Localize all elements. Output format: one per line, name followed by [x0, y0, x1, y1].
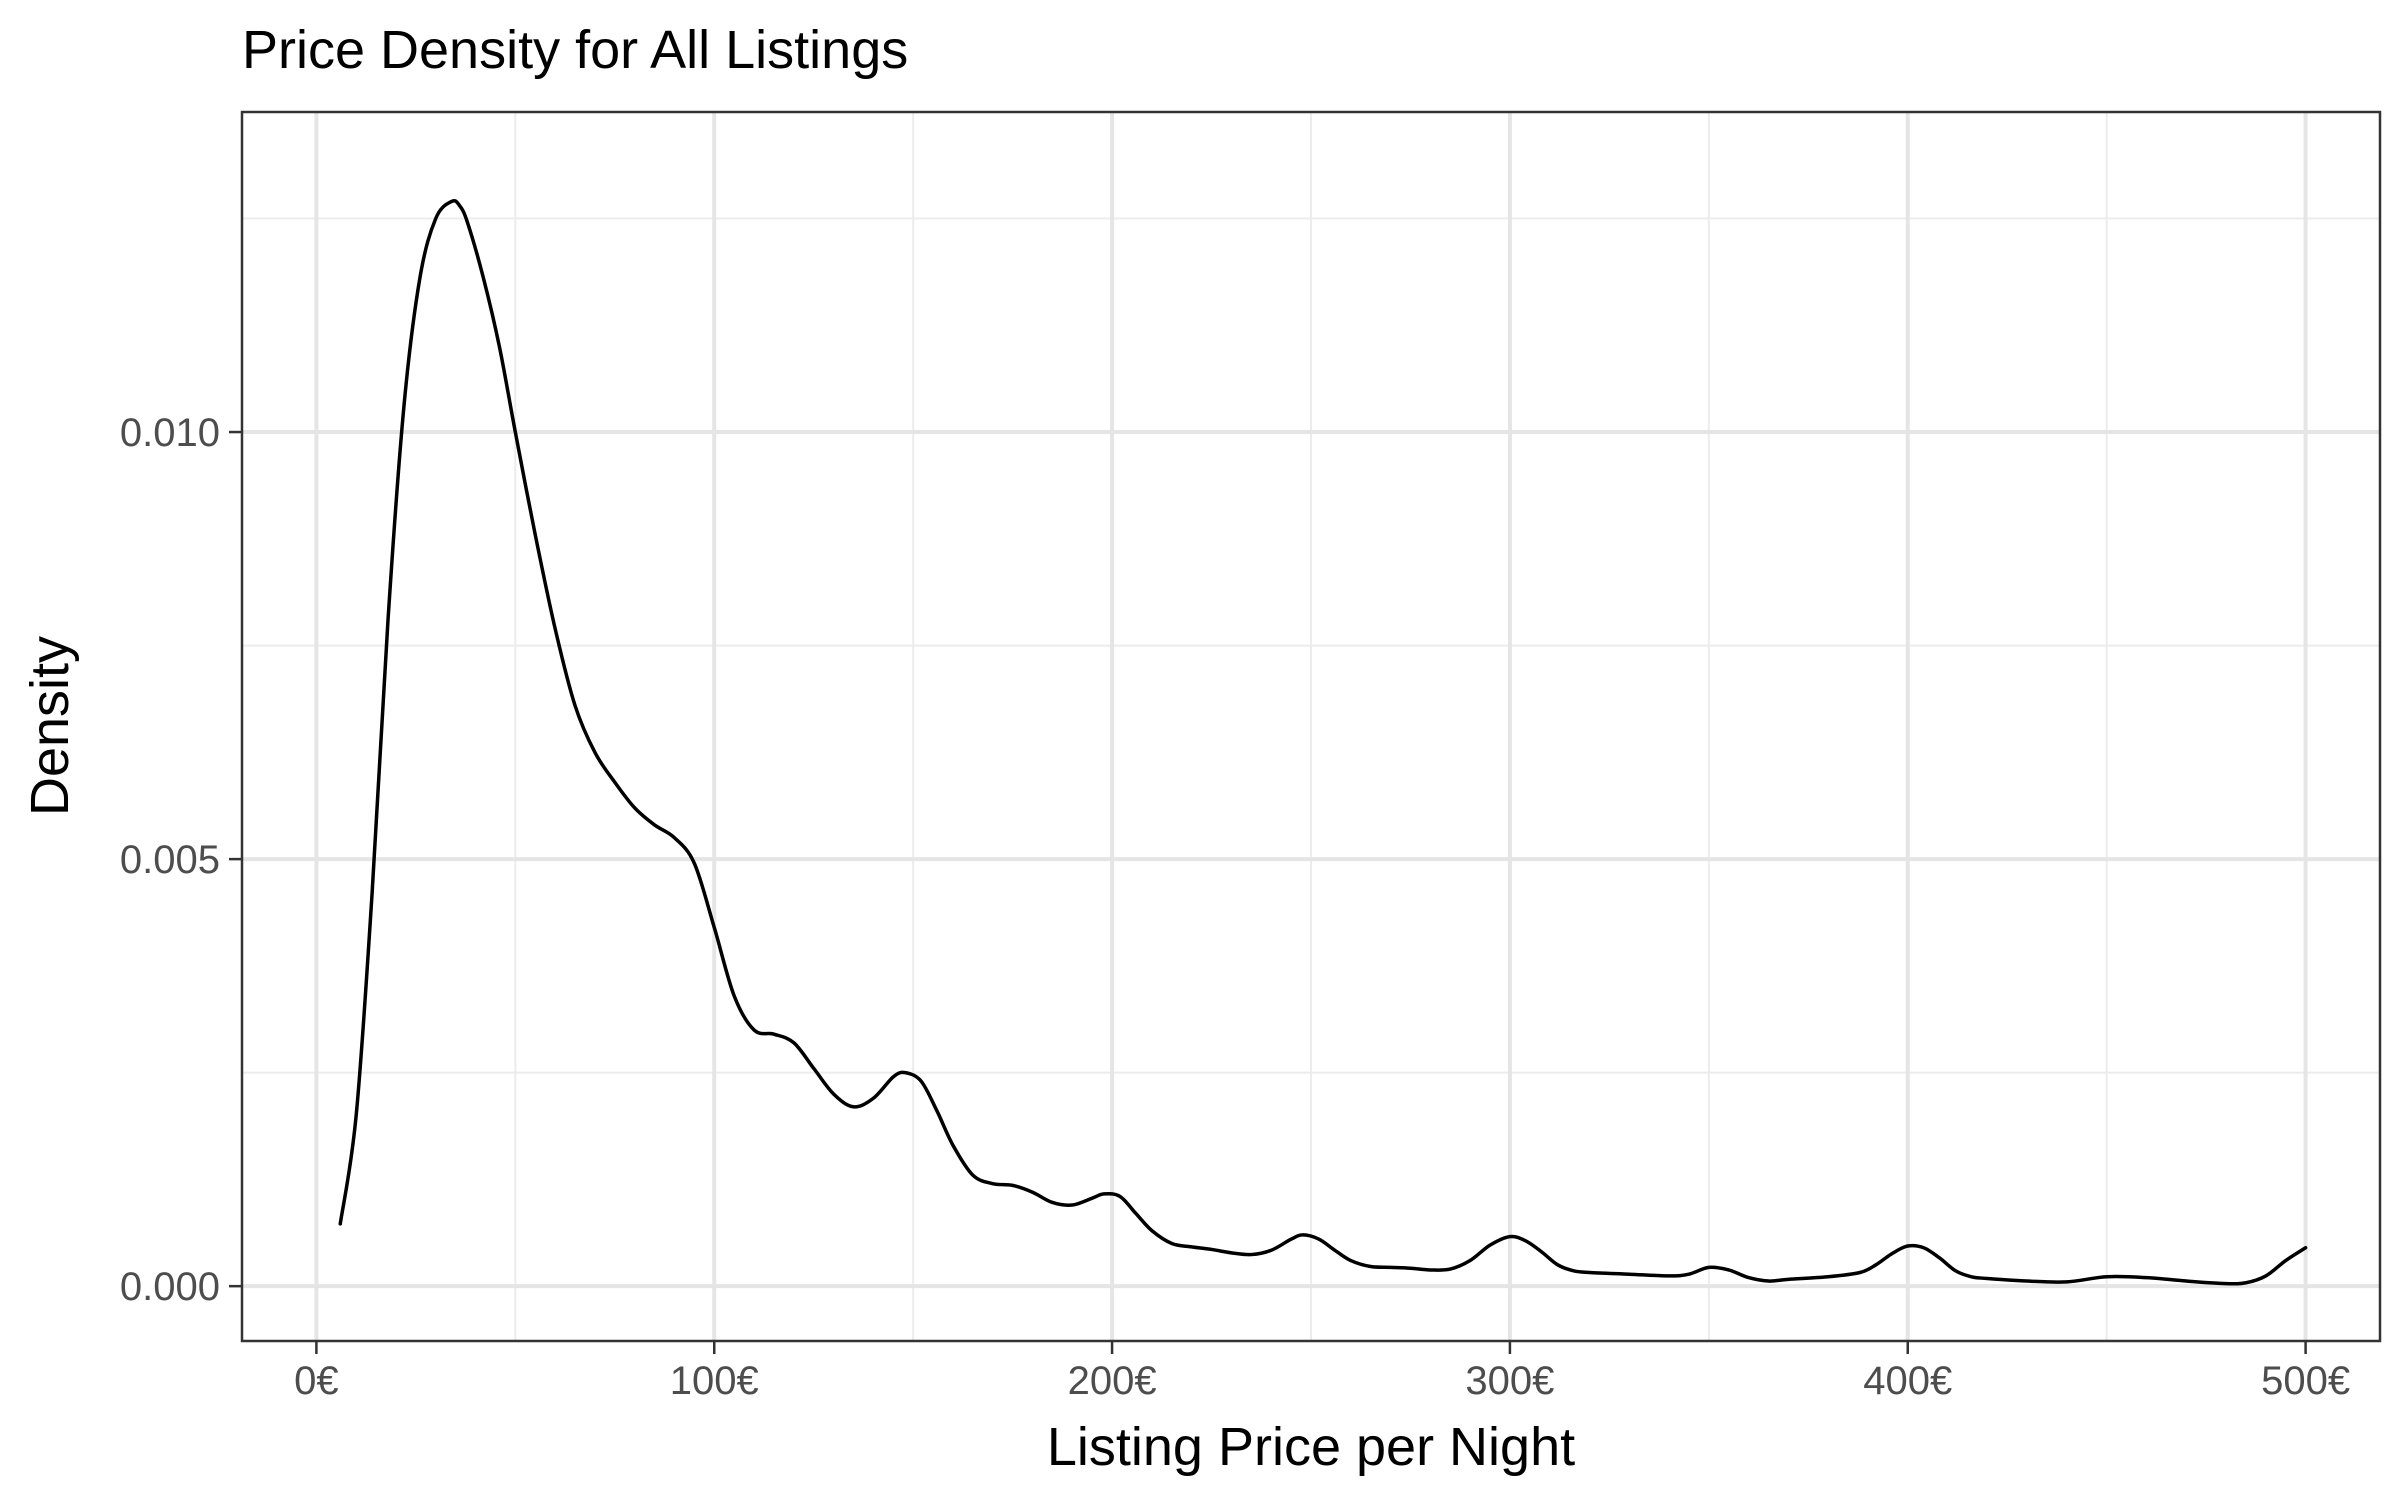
y-tick-label: 0.005 — [120, 838, 220, 882]
major-gridlines — [242, 112, 2380, 1341]
plot-panel — [240, 110, 2382, 1343]
y-axis-title: Density — [20, 636, 80, 816]
x-tick-label: 500€ — [2261, 1359, 2350, 1403]
x-tick-label: 200€ — [1068, 1359, 1157, 1403]
panel-border — [240, 110, 2382, 1343]
y-tick-label: 0.000 — [120, 1265, 220, 1309]
minor-gridlines — [242, 112, 2380, 1341]
y-axis: 0.000 0.005 0.010 — [120, 411, 242, 1309]
x-tick-label: 300€ — [1465, 1359, 1554, 1403]
x-axis-title: Listing Price per Night — [1047, 1417, 1575, 1477]
x-tick-label: 100€ — [670, 1359, 759, 1403]
y-tick-label: 0.010 — [120, 411, 220, 455]
x-tick-label: 0€ — [294, 1359, 339, 1403]
chart-title: Price Density for All Listings — [242, 20, 908, 80]
density-curve — [338, 198, 2308, 1286]
x-tick-label: 400€ — [1863, 1359, 1952, 1403]
x-axis: 0€ 100€ 200€ 300€ 400€ 500€ — [294, 1341, 2350, 1403]
